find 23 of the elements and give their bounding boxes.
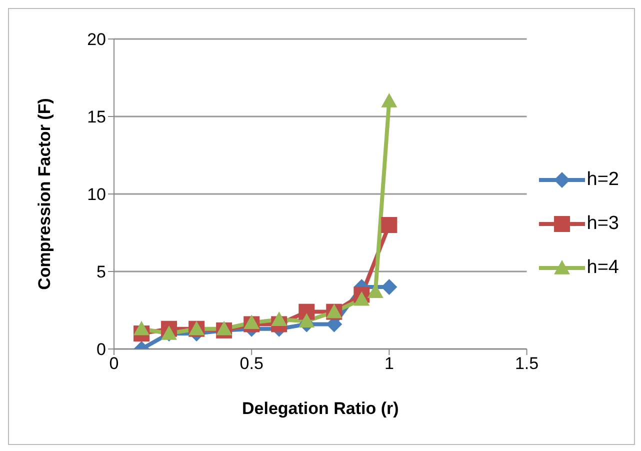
point — [354, 291, 370, 306]
y-axis-title: Compression Factor (F) — [35, 98, 54, 290]
point — [381, 93, 398, 108]
point — [381, 217, 398, 233]
y-tick-label: 20 — [87, 30, 106, 50]
x-tick-label: 0 — [109, 354, 119, 374]
legend-label: h=3 — [586, 213, 619, 235]
x-tick-label: 1.5 — [514, 354, 539, 374]
x-tick-label: 1 — [384, 354, 394, 374]
point — [244, 314, 260, 330]
legend-label: h=2 — [586, 169, 619, 191]
point — [134, 320, 150, 336]
point — [298, 313, 315, 328]
legend-label: h=4 — [586, 257, 619, 279]
point — [271, 312, 288, 326]
y-tick-label: 10 — [87, 185, 106, 204]
y-tick-label: 5 — [96, 262, 106, 282]
point — [381, 279, 398, 295]
x-tick-label: 0.5 — [240, 354, 264, 374]
x-axis-title: Delegation Ratio (r) — [242, 399, 399, 418]
y-tick-label: 0 — [96, 340, 106, 360]
y-tick-label: 15 — [87, 108, 106, 127]
point — [216, 320, 232, 336]
